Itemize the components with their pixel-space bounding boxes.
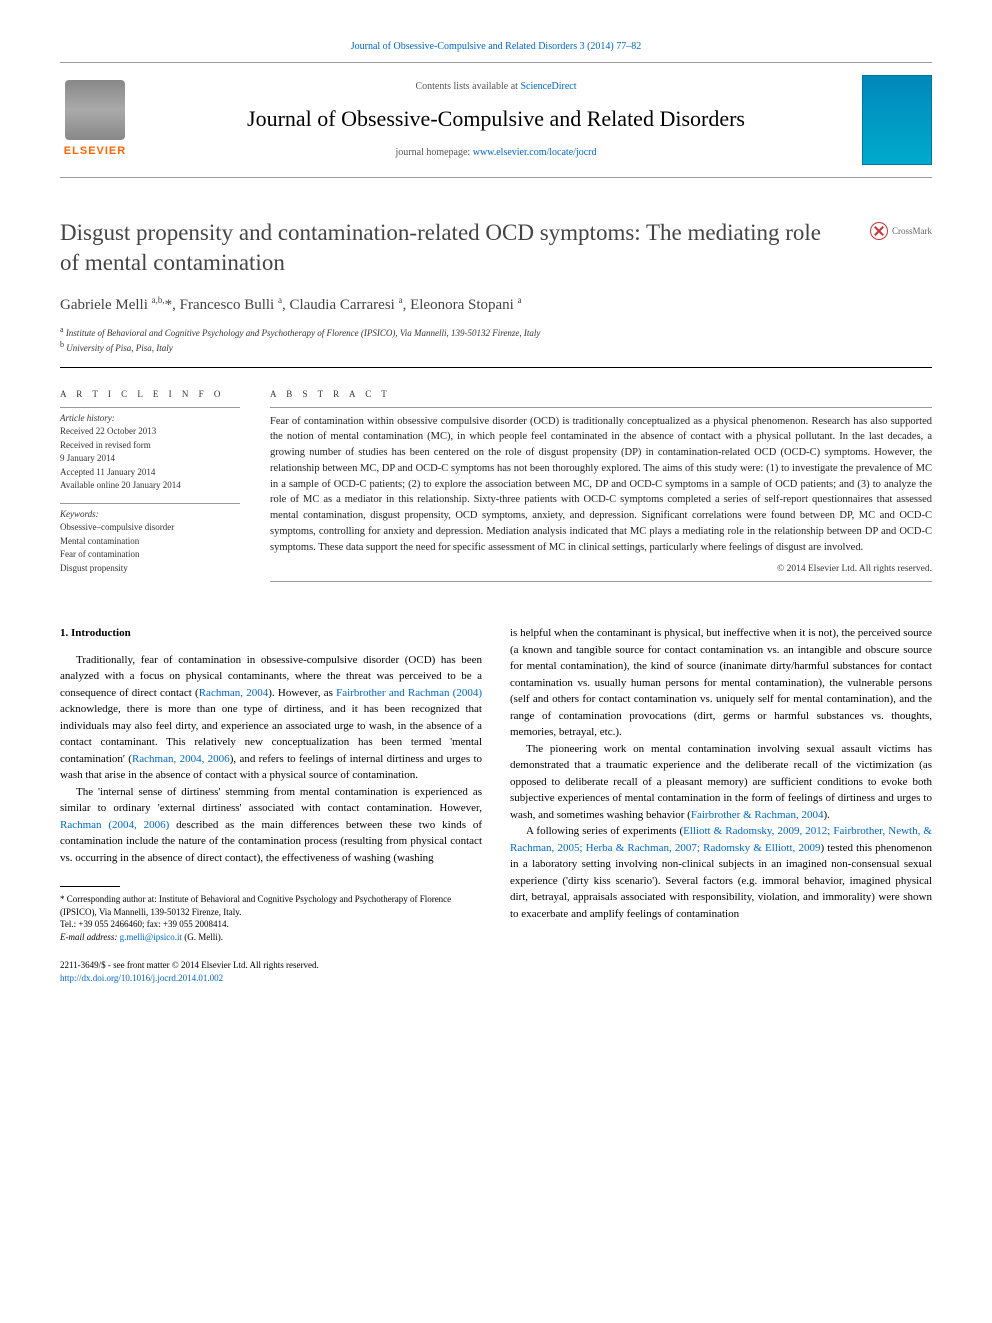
- journal-name: Journal of Obsessive-Compulsive and Rela…: [146, 104, 846, 135]
- sciencedirect-link[interactable]: ScienceDirect: [520, 81, 576, 92]
- abstract-heading: A B S T R A C T: [270, 388, 932, 401]
- header-divider: [60, 367, 932, 368]
- corr-tel: Tel.: +39 055 2466460; fax: +39 055 2008…: [60, 918, 482, 931]
- corresponding-author-footnote: * Corresponding author at: Institute of …: [60, 893, 482, 943]
- keyword: Mental contamination: [60, 535, 240, 549]
- crossmark-label: CrossMark: [892, 225, 932, 238]
- contents-prefix: Contents lists available at: [415, 81, 520, 92]
- keyword: Disgust propensity: [60, 562, 240, 576]
- corr-email-link[interactable]: g.melli@ipsico.it: [120, 932, 182, 942]
- keyword: Fear of contamination: [60, 548, 240, 562]
- article-title: Disgust propensity and contamination-rel…: [60, 218, 932, 278]
- top-citation: Journal of Obsessive-Compulsive and Rela…: [60, 40, 932, 54]
- body-paragraph: A following series of experiments (Ellio…: [510, 823, 932, 922]
- issn-line: 2211-3649/$ - see front matter © 2014 El…: [60, 959, 482, 972]
- right-column: is helpful when the contaminant is physi…: [510, 625, 932, 985]
- corr-address: * Corresponding author at: Institute of …: [60, 893, 482, 918]
- article-history: Article history: Received 22 October 201…: [60, 407, 240, 493]
- body-paragraph: The pioneering work on mental contaminat…: [510, 741, 932, 824]
- body-two-column: 1. Introduction Traditionally, fear of c…: [60, 625, 932, 985]
- article-info-heading: A R T I C L E I N F O: [60, 388, 240, 401]
- journal-homepage-line: journal homepage: www.elsevier.com/locat…: [146, 146, 846, 160]
- elsevier-tree-icon: [65, 80, 125, 140]
- article-info-sidebar: A R T I C L E I N F O Article history: R…: [60, 388, 240, 585]
- corr-email-line: E-mail address: g.melli@ipsico.it (G. Me…: [60, 931, 482, 944]
- elsevier-logo: ELSEVIER: [60, 80, 130, 159]
- contents-available-line: Contents lists available at ScienceDirec…: [146, 80, 846, 94]
- keywords-section: Keywords: Obsessive–compulsive disorder …: [60, 503, 240, 576]
- homepage-prefix: journal homepage:: [396, 147, 473, 158]
- journal-header: ELSEVIER Contents lists available at Sci…: [60, 62, 932, 178]
- body-paragraph: The 'internal sense of dirtiness' stemmi…: [60, 784, 482, 867]
- body-paragraph: is helpful when the contaminant is physi…: [510, 625, 932, 741]
- history-line: Received 22 October 2013: [60, 425, 240, 439]
- abstract-body: Fear of contamination within obsessive c…: [270, 407, 932, 556]
- publisher-name: ELSEVIER: [64, 144, 126, 159]
- journal-homepage-link[interactable]: www.elsevier.com/locate/jocrd: [473, 147, 597, 158]
- doi-link[interactable]: http://dx.doi.org/10.1016/j.jocrd.2014.0…: [60, 973, 223, 983]
- section-1-heading: 1. Introduction: [60, 625, 482, 642]
- top-citation-link[interactable]: Journal of Obsessive-Compulsive and Rela…: [351, 41, 642, 52]
- footer-issn-doi: 2211-3649/$ - see front matter © 2014 El…: [60, 959, 482, 984]
- crossmark-badge[interactable]: CrossMark: [870, 222, 932, 240]
- affiliations: a Institute of Behavioral and Cognitive …: [60, 324, 932, 355]
- abstract-bottom-rule: [270, 581, 932, 582]
- abstract-copyright: © 2014 Elsevier Ltd. All rights reserved…: [270, 563, 932, 576]
- footnote-rule: [60, 886, 120, 887]
- history-line: 9 January 2014: [60, 452, 240, 466]
- keyword: Obsessive–compulsive disorder: [60, 521, 240, 535]
- history-line: Accepted 11 January 2014: [60, 466, 240, 480]
- journal-cover-thumbnail: [862, 75, 932, 165]
- history-line: Received in revised form: [60, 439, 240, 453]
- crossmark-icon: [870, 222, 888, 240]
- keywords-label: Keywords:: [60, 508, 240, 522]
- body-paragraph: Traditionally, fear of contamination in …: [60, 652, 482, 784]
- history-line: Available online 20 January 2014: [60, 479, 240, 493]
- history-label: Article history:: [60, 412, 240, 426]
- email-author: (G. Melli).: [182, 932, 223, 942]
- left-column: 1. Introduction Traditionally, fear of c…: [60, 625, 482, 985]
- authors-list: Gabriele Melli a,b,*, Francesco Bulli a,…: [60, 294, 932, 316]
- email-label: E-mail address:: [60, 932, 120, 942]
- abstract-column: A B S T R A C T Fear of contamination wi…: [270, 388, 932, 585]
